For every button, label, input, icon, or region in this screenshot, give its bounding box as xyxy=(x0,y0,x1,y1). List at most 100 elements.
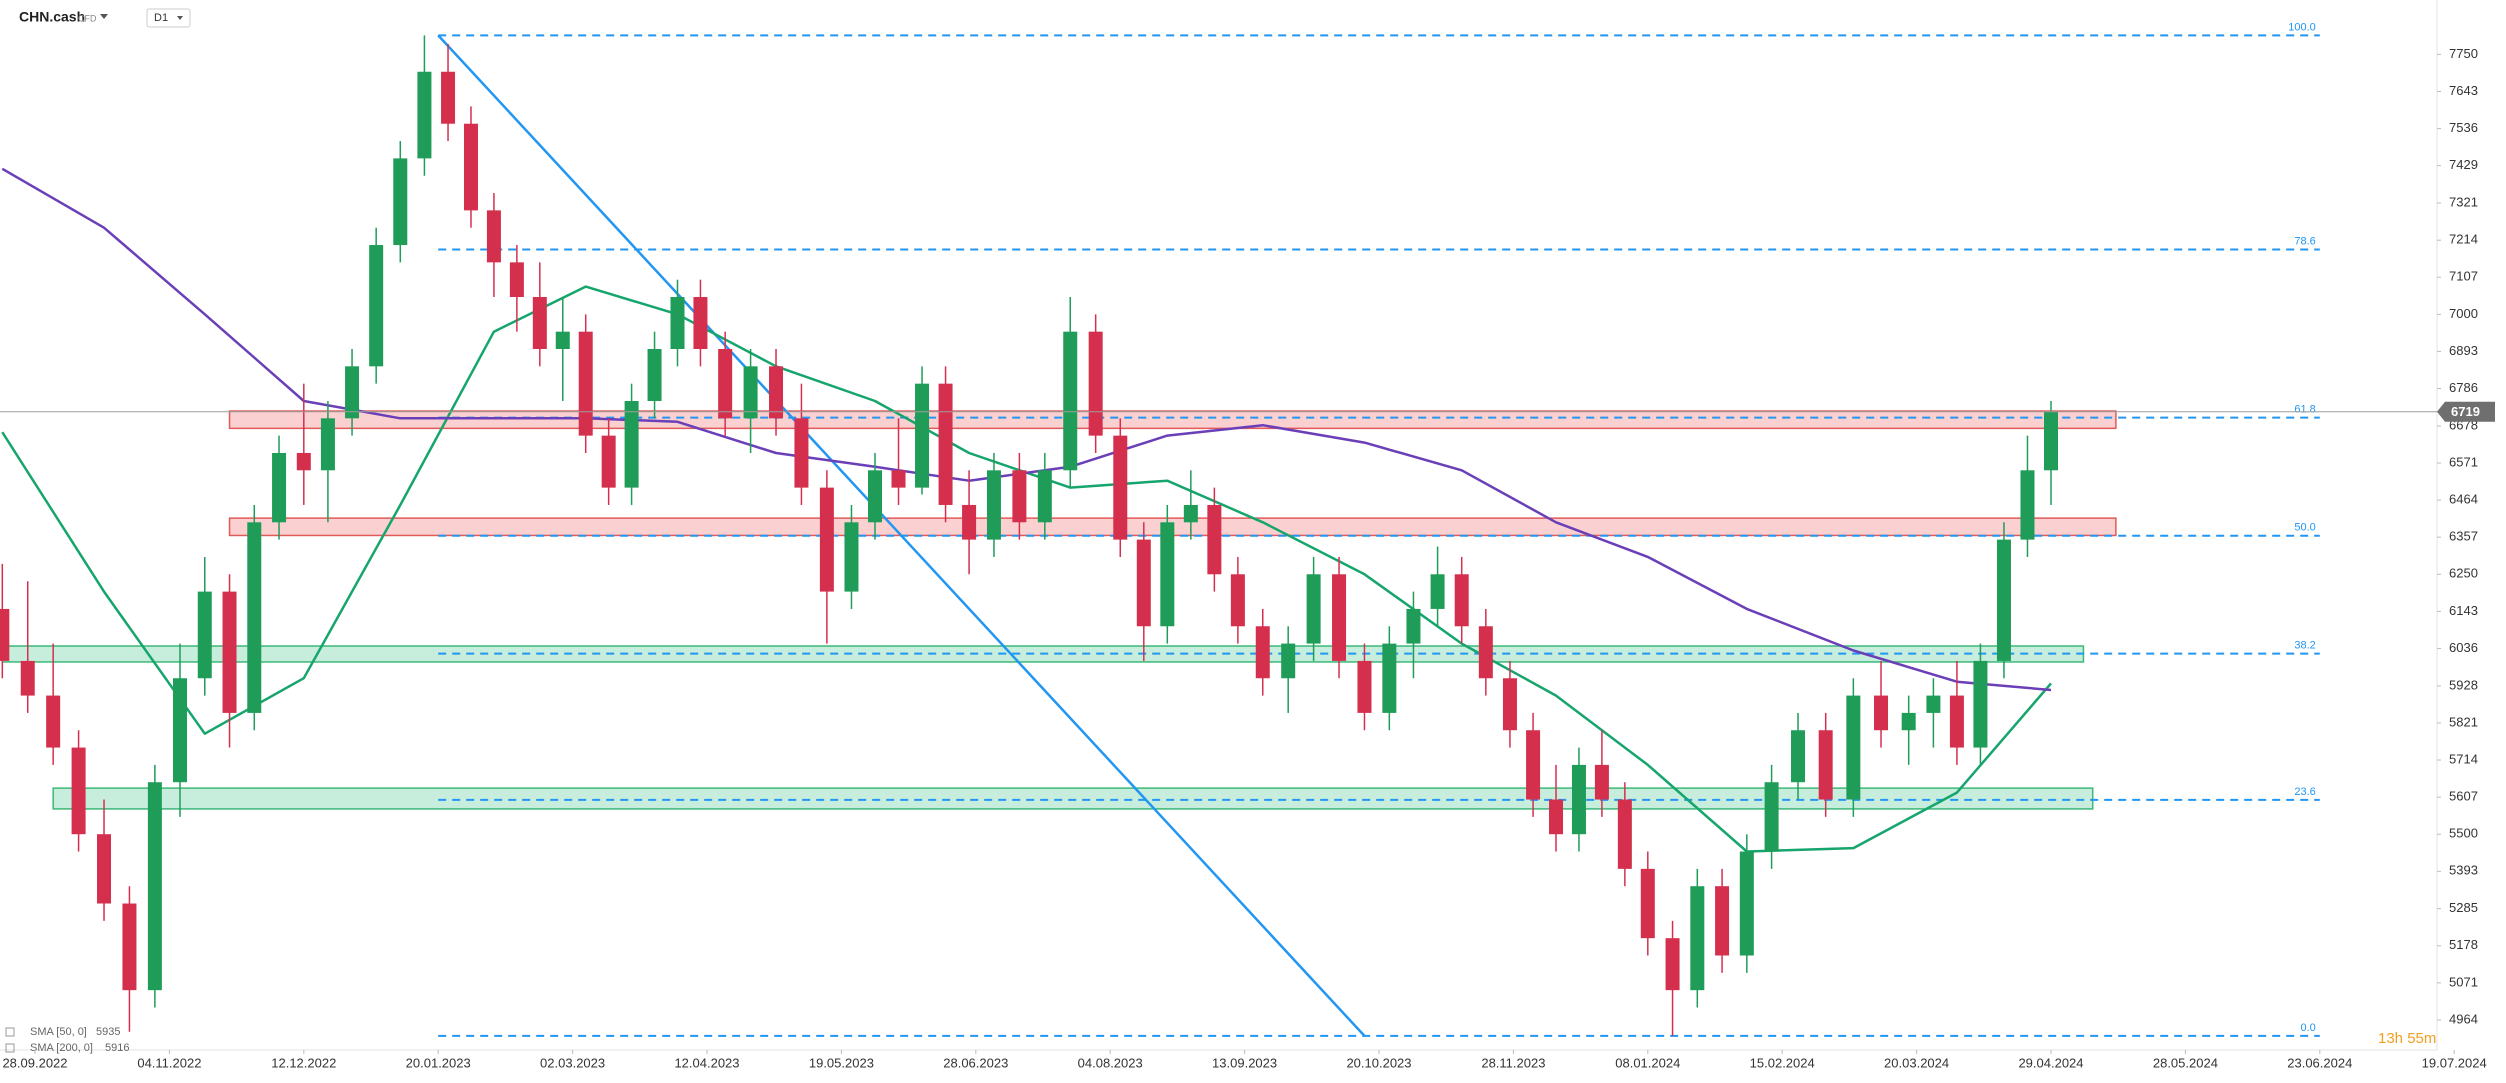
candle-body xyxy=(1230,574,1245,627)
candle-body xyxy=(532,297,547,349)
header: CHN.cash CFD D1 xyxy=(19,8,191,28)
candle-body xyxy=(345,366,360,419)
timeframe-box[interactable] xyxy=(146,8,191,28)
y-tick-label: 5500 xyxy=(2449,826,2478,841)
candle-body xyxy=(0,608,10,661)
fib-label: 100.0 xyxy=(2288,21,2316,33)
x-tick-label: 29.04.2024 xyxy=(2018,1055,2083,1070)
candle-body xyxy=(1430,574,1445,609)
zone xyxy=(228,410,2117,430)
y-tick-label: 5714 xyxy=(2449,751,2478,766)
x-tick-label: 12.12.2022 xyxy=(271,1055,336,1070)
candle-body xyxy=(147,782,162,991)
candle-body xyxy=(393,158,408,246)
candle-body xyxy=(986,470,1001,540)
candle-body xyxy=(1332,574,1347,661)
y-tick-label: 6464 xyxy=(2449,492,2478,507)
candle-body xyxy=(868,470,882,523)
candle-body xyxy=(247,522,262,713)
candle-body xyxy=(122,903,137,991)
y-tick-label: 6786 xyxy=(2449,380,2478,395)
candle-body xyxy=(1640,868,1655,939)
y-tick-label: 6143 xyxy=(2449,603,2478,618)
candle-body xyxy=(1136,539,1151,627)
y-tick-label: 7321 xyxy=(2449,195,2478,210)
legend-icon[interactable] xyxy=(5,1027,15,1037)
x-tick-label: 04.08.2023 xyxy=(1078,1055,1143,1070)
candle-body xyxy=(1255,626,1270,679)
candle-body xyxy=(97,834,112,904)
x-tick-label: 20.01.2023 xyxy=(406,1055,471,1070)
candle-body xyxy=(509,262,524,298)
candle-body xyxy=(1926,695,1941,713)
candle-body xyxy=(1846,695,1861,800)
y-tick-label: 6250 xyxy=(2449,566,2478,581)
legend-icon[interactable] xyxy=(5,1043,15,1053)
candle-body xyxy=(1715,886,1730,956)
candle-body xyxy=(1617,799,1632,869)
candle-body xyxy=(891,470,906,488)
candle-body xyxy=(71,747,86,835)
instrument-type: CFD xyxy=(78,13,97,23)
candle-body xyxy=(369,245,384,367)
x-tick-label: 20.03.2024 xyxy=(1884,1055,1949,1070)
x-tick-label: 28.05.2024 xyxy=(2153,1055,2218,1070)
timeframe[interactable]: D1 xyxy=(154,12,168,24)
candle-body xyxy=(463,123,478,211)
candle-body xyxy=(1478,626,1493,679)
y-tick-label: 7536 xyxy=(2449,120,2478,135)
candle-body xyxy=(938,383,953,505)
candle-body xyxy=(743,366,758,419)
y-tick-label: 4964 xyxy=(2449,1011,2478,1026)
legend-value: 5916 xyxy=(105,1042,129,1054)
x-tick-label: 28.06.2023 xyxy=(943,1055,1008,1070)
x-tick-label: 15.02.2024 xyxy=(1750,1055,1815,1070)
candle-body xyxy=(624,400,639,488)
candle-body xyxy=(417,71,432,159)
candle-body xyxy=(486,210,501,263)
x-tick-label: 04.11.2022 xyxy=(137,1055,201,1070)
x-tick-label: 23.06.2024 xyxy=(2287,1055,2352,1070)
x-tick-label: 12.04.2023 xyxy=(674,1055,739,1070)
y-tick-label: 7429 xyxy=(2449,157,2478,172)
y-tick-label: 7107 xyxy=(2449,269,2478,284)
candle-body xyxy=(1088,331,1103,436)
candle-body xyxy=(844,522,859,592)
y-tick-label: 5821 xyxy=(2449,714,2478,729)
last-price-tag xyxy=(2437,401,2495,422)
fib-label: 61.8 xyxy=(2294,404,2315,416)
candle-body xyxy=(1012,470,1027,523)
zone xyxy=(52,787,2094,810)
timeframe-dropdown[interactable] xyxy=(177,16,183,20)
candle-body xyxy=(197,591,212,679)
y-tick-label: 5393 xyxy=(2449,863,2478,878)
candle-body xyxy=(1281,643,1296,679)
candle-body xyxy=(670,297,685,349)
y-tick-label: 6893 xyxy=(2449,343,2478,358)
candle-body xyxy=(1996,539,2011,661)
candle-body xyxy=(1502,678,1517,731)
y-tick-label: 6571 xyxy=(2449,454,2478,469)
candle-body xyxy=(1901,712,1916,731)
x-tick-label: 20.10.2023 xyxy=(1346,1055,1411,1070)
candle-body xyxy=(647,349,662,401)
candle-body xyxy=(1791,730,1806,783)
x-tick-label: 08.01.2024 xyxy=(1615,1055,1680,1070)
candle-body xyxy=(2020,470,2035,540)
candle-body xyxy=(272,452,287,523)
symbol[interactable]: CHN.cash xyxy=(19,9,85,25)
candle-body xyxy=(1183,504,1198,523)
candle-body xyxy=(2044,411,2058,471)
candle-body xyxy=(1357,660,1372,713)
candle-body xyxy=(962,504,977,540)
candle-body xyxy=(1526,730,1541,800)
fib-label: 0.0 xyxy=(2301,1022,2316,1034)
symbol-dropdown[interactable] xyxy=(100,14,108,19)
candle-body xyxy=(441,71,456,124)
candle-body xyxy=(769,366,784,419)
y-tick-label: 5178 xyxy=(2449,937,2478,952)
fib-label: 50.0 xyxy=(2294,522,2315,534)
